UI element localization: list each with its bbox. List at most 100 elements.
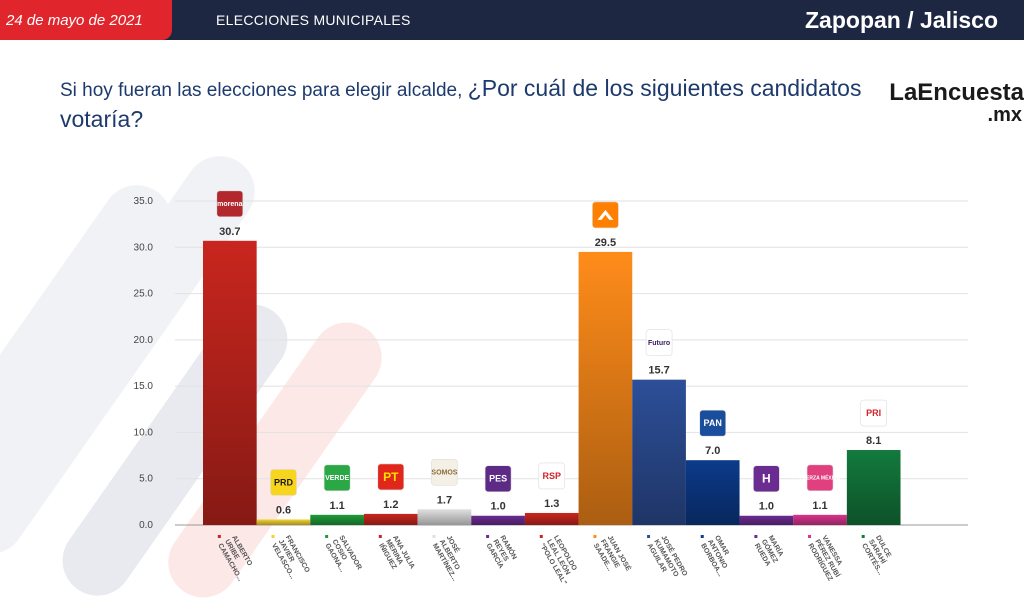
bar-shade-5 [471,515,525,525]
prd-logo: PRD [270,469,297,496]
pri-logo-text: PRI [866,408,881,418]
y-tick-label: 15.0 [134,381,154,392]
data-label: 29.5 [595,237,616,249]
bar-shade-12 [846,450,901,525]
bar-shade-0 [203,240,257,525]
bar-shade-9 [685,460,740,525]
prd-logo-text: PRD [274,477,294,487]
hagamos-logo-text: H [762,472,771,486]
data-label: 30.7 [219,226,240,238]
category-label: ANA JULIAMERINAIÑIGUEZ [377,535,415,579]
category-marker [432,535,436,538]
vote-intention-bar-chart: 0.0 5.0 10.0 15.0 20.0 25.0 30.0 35.0 30.7 moren… [134,190,968,587]
category-label: OMARANTONIOBORBOA... [699,535,737,579]
category-label: ALBERTOURIBECAMACHO... [216,535,257,583]
futuro-logo-bg [645,329,673,356]
bar-shade-1 [256,519,311,525]
header-bar: 24 de mayo de 2021 ELECCIONES MUNICIPALE… [0,0,1024,40]
data-label: 1.0 [759,501,774,513]
y-tick-label: 5.0 [139,474,153,485]
futuro-logo-text: Futuro [648,340,670,347]
data-label: 1.0 [490,501,505,513]
somos-logo-text: SOMOS [431,470,457,477]
prd-logo-bg [270,469,297,496]
data-label: 0.6 [276,504,291,516]
bar-shade-2 [310,514,364,525]
rsp-logo-text: RSP [543,471,562,481]
pes-logo: PES [484,465,512,493]
data-label: 8.1 [866,435,881,447]
category-marker [593,535,597,538]
category-label: JOSÉALBERTOMARTÍNEZ... [431,534,474,583]
data-label: 1.2 [383,499,398,511]
data-label: 15.7 [648,365,669,377]
pan-logo-text: PAN [704,418,722,428]
brand-logo: LaEncuesta .mx [879,79,1024,127]
pan-logo-bg [699,409,727,437]
rsp-logo-bg [538,462,566,490]
category-label: DULCESARAHÍCORTÉS... [860,535,897,577]
y-tick-label: 10.0 [134,427,154,438]
category-label: RAMÓNREYESGARCÍA [485,534,520,570]
category-marker [700,535,704,538]
category-marker [808,535,812,538]
category-marker [754,535,758,538]
pes-logo-bg [484,465,512,493]
futuro-logo: Futuro [645,329,673,356]
brand-logo-line-1: LaEncuesta [889,79,1024,106]
date-label: 24 de mayo de 2021 [6,11,143,29]
bar-shade-7 [578,251,633,525]
brand-logo-line-2: .mx [987,104,1022,126]
somos-logo: SOMOS [431,458,458,486]
bar-shade-4 [417,509,472,525]
fuerza-mexico-logo-text: FUERZA MÉXICO [799,473,840,481]
category-label: SALVADORCOSIOGAONA... [324,535,363,580]
category-label: LEOPOLDOLEAL LEÓN"POLO LEAL" [538,535,581,587]
morena-logo-bg [216,190,244,218]
y-tick-label: 25.0 [134,289,154,300]
category-marker [271,535,275,538]
bar-shade-3 [363,513,418,525]
category-label: JUAN JOSÉFRANGIESAADE... [592,534,634,581]
y-tick-label: 30.0 [134,242,154,253]
category-marker [861,535,865,538]
somos-logo-bg [431,458,458,486]
y-tick-label: 35.0 [134,196,154,207]
pt-logo-bg [377,463,405,491]
verde-logo-text: VERDE [325,475,349,482]
pes-logo-text: PES [489,474,507,484]
category-marker [378,535,382,538]
date-badge: 24 de mayo de 2021 [0,0,172,40]
pan-logo: PAN [699,409,727,437]
section-title: ELECCIONES MUNICIPALES [216,12,411,28]
morena-logo-text: morena [217,201,242,208]
category-marker [539,535,543,538]
question-part-2: ¿Por cuál de los siguientes candidatos v… [60,75,862,132]
category-marker [647,535,651,538]
category-label: FRANCISCOJAVIERVELASCO... [270,535,311,583]
location-title: Zapopan / Jalisco [805,7,998,33]
data-label: 1.1 [812,500,827,512]
question-part-1: Si hoy fueran las elecciones para elegir… [60,80,468,101]
pri-logo-bg [860,399,887,427]
category-marker [486,535,490,538]
data-label: 1.1 [329,500,344,512]
pt-logo: PT [377,463,405,491]
bar-shade-11 [793,514,847,525]
fuerza-mexico-logo: FUERZA MÉXICO [799,464,841,492]
bar-shade-6 [524,512,579,525]
mc-logo-mark [597,209,614,220]
bar-shade-10 [739,515,794,525]
verde-logo: VERDE [323,464,351,492]
pri-logo: PRI [860,399,887,427]
bar-shade-8 [632,379,686,525]
y-tick-label: 0.0 [139,520,153,531]
data-label: 1.7 [437,494,452,506]
category-label: VANESSAPÉREZ RUBÍRODRÍGUEZ [806,535,848,584]
category-marker [325,535,329,538]
verde-logo-bg [323,464,351,492]
mc-logo [592,201,619,229]
hagamos-logo: H [753,465,780,493]
morena-logo: morena [216,190,244,218]
rsp-logo: RSP [538,462,566,490]
